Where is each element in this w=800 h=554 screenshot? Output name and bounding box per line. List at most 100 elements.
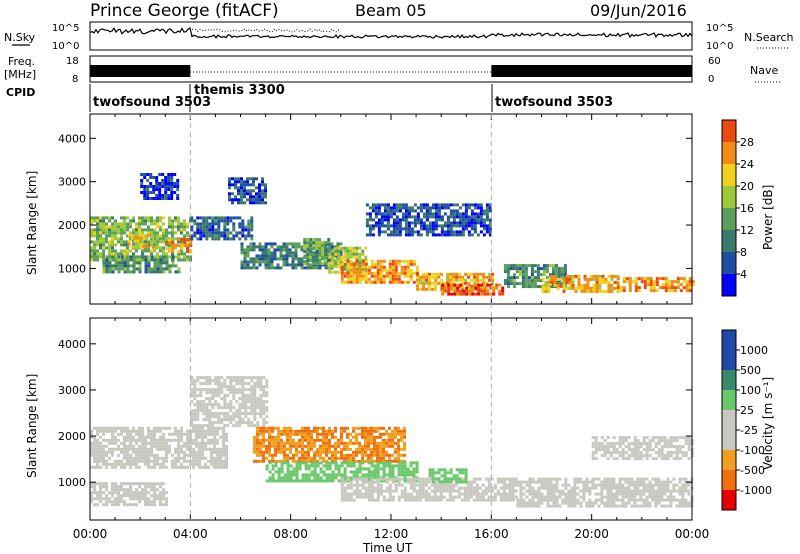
heatmap-cell xyxy=(553,274,557,278)
heatmap-cell xyxy=(143,173,147,176)
heatmap-cell xyxy=(543,477,547,481)
heatmap-cell xyxy=(96,234,99,238)
heatmap-cell xyxy=(607,289,611,293)
heatmap-cell xyxy=(280,444,283,448)
heatmap-cell xyxy=(96,231,99,235)
heatmap-cell xyxy=(108,246,111,250)
heatmap-cell xyxy=(229,403,233,407)
heatmap-cell xyxy=(319,438,322,442)
heatmap-cell xyxy=(153,270,157,274)
heatmap-cell xyxy=(102,267,106,271)
heatmap-cell xyxy=(449,471,453,475)
heatmap-cell xyxy=(394,447,397,451)
heatmap-cell xyxy=(409,464,413,468)
heatmap-cell xyxy=(433,483,437,487)
heatmap-cell xyxy=(315,247,319,251)
heatmap-cell xyxy=(141,222,144,226)
heatmap-cell xyxy=(391,453,394,457)
heatmap-cell xyxy=(312,244,316,248)
heatmap-cell xyxy=(177,240,180,244)
heatmap-cell xyxy=(180,252,183,256)
heatmap-cell xyxy=(358,495,362,499)
heatmap-cell xyxy=(651,483,655,487)
heatmap-cell xyxy=(461,233,465,237)
heatmap-cell xyxy=(253,447,256,451)
heatmap-cell xyxy=(486,292,490,296)
heatmap-cell xyxy=(313,456,316,460)
heatmap-cell xyxy=(612,457,616,461)
heatmap-cell xyxy=(159,234,162,238)
heatmap-cell xyxy=(285,257,289,261)
heatmap-cell xyxy=(533,282,537,286)
heatmap-cell xyxy=(352,249,356,253)
heatmap-cell xyxy=(428,221,432,225)
heatmap-cell xyxy=(352,246,356,250)
heatmap-cell xyxy=(259,379,263,383)
heatmap-cell xyxy=(490,486,494,490)
heatmap-cell xyxy=(141,255,145,259)
heatmap-cell xyxy=(132,462,135,466)
heatmap-cell xyxy=(358,274,362,278)
heatmap-cell xyxy=(295,441,298,445)
heatmap-cell xyxy=(205,388,209,392)
heatmap-cell xyxy=(615,483,619,487)
heatmap-cell xyxy=(422,284,426,288)
heatmap-cell xyxy=(267,257,271,261)
heatmap-cell xyxy=(370,498,374,502)
heatmap-cell xyxy=(108,270,112,274)
heatmap-cell xyxy=(368,215,372,219)
heatmap-cell xyxy=(319,447,322,451)
heatmap-cell xyxy=(117,222,120,226)
heatmap-cell xyxy=(370,441,373,445)
heatmap-cell xyxy=(460,486,464,490)
heatmap-cell xyxy=(473,227,477,231)
heatmap-cell xyxy=(114,482,117,486)
heatmap-cell xyxy=(382,432,385,436)
heatmap-cell xyxy=(386,206,390,210)
heatmap-cell xyxy=(159,482,162,486)
heatmap-cell xyxy=(147,485,150,489)
heatmap-cell xyxy=(304,453,307,457)
heatmap-cell xyxy=(298,441,301,445)
heatmap-cell xyxy=(214,421,218,425)
heatmap-cell xyxy=(627,486,631,490)
heatmap-cell xyxy=(588,492,592,496)
heatmap-cell xyxy=(126,249,129,253)
heatmap-cell xyxy=(540,492,544,496)
heatmap-cell xyxy=(180,258,183,262)
heatmap-cell xyxy=(147,432,150,436)
heatmap-cell xyxy=(412,467,416,471)
heatmap-cell xyxy=(183,255,186,259)
heatmap-cell xyxy=(174,429,177,433)
heatmap-cell xyxy=(150,432,153,436)
heatmap-cell xyxy=(207,447,210,451)
heatmap-cell xyxy=(560,270,564,274)
heatmap-cell xyxy=(289,473,293,477)
heatmap-cell xyxy=(552,486,556,490)
heatmap-cell xyxy=(624,480,628,484)
heatmap-cell xyxy=(270,260,274,264)
heatmap-cell xyxy=(391,271,395,275)
heatmap-cell xyxy=(271,438,274,442)
heatmap-cell xyxy=(379,444,382,448)
heatmap-cell xyxy=(403,447,406,451)
heatmap-cell xyxy=(515,282,519,286)
heatmap-cell xyxy=(536,285,540,289)
heatmap-cell xyxy=(164,182,168,185)
heatmap-cell xyxy=(373,473,377,477)
heatmap-cell xyxy=(156,429,159,433)
heatmap-cell xyxy=(153,500,156,504)
heatmap-cell xyxy=(214,388,218,392)
heatmap-cell xyxy=(165,231,168,235)
heatmap-cell xyxy=(415,470,419,474)
heatmap-cell xyxy=(142,242,146,246)
heatmap-cell xyxy=(177,244,181,248)
heatmap-cell xyxy=(93,255,96,259)
heatmap-cell xyxy=(298,467,302,471)
heatmap-cell xyxy=(180,231,183,235)
heatmap-cell xyxy=(421,486,425,490)
heatmap-cell xyxy=(176,179,180,182)
heatmap-cell xyxy=(270,257,274,261)
heatmap-cell xyxy=(434,233,438,237)
heatmap-cell xyxy=(156,264,160,268)
